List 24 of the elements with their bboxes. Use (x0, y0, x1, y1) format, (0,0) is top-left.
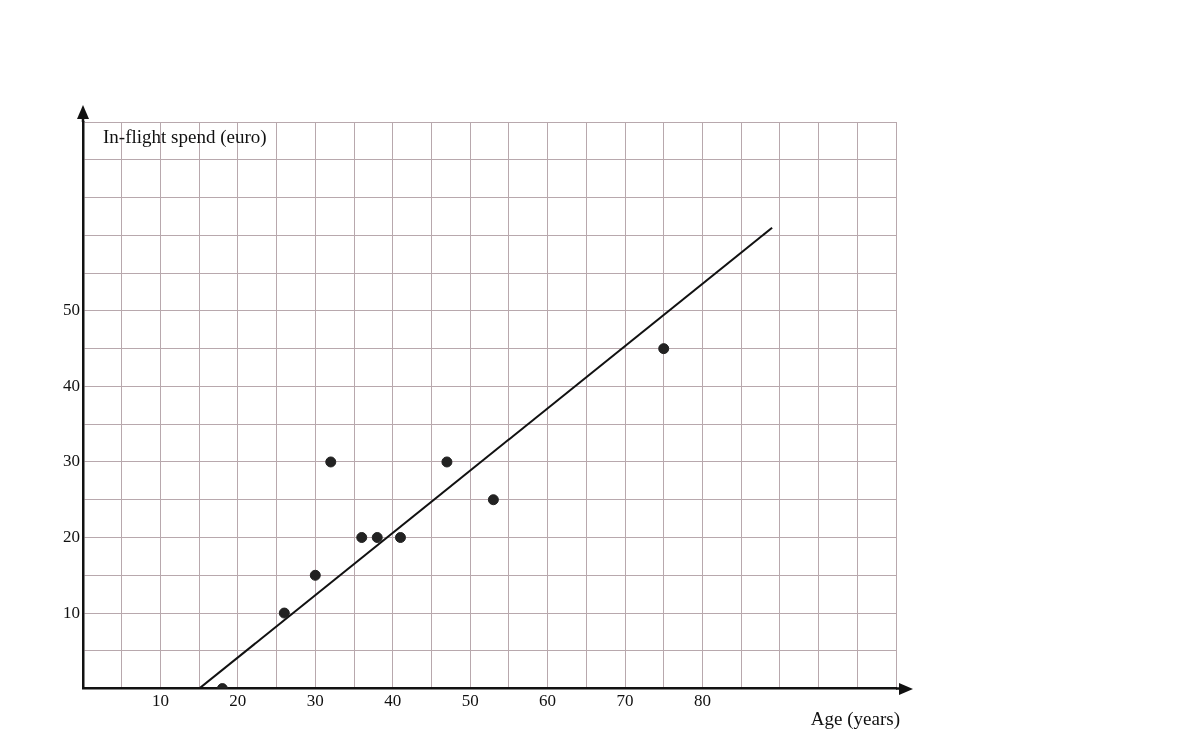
point (371, 532, 383, 544)
y-axis-title: In-flight spend (euro) (103, 125, 267, 148)
y-tick-label: 50 (63, 300, 80, 320)
y-tick-label: 10 (63, 602, 80, 622)
point (394, 532, 406, 544)
x-tick-label: 60 (539, 691, 557, 711)
point (487, 494, 499, 506)
x-tick-label: 10 (151, 691, 169, 711)
point (356, 532, 368, 544)
y-tick-label: 30 (63, 451, 80, 471)
point (309, 569, 321, 581)
y-tick-label: 40 (63, 375, 80, 395)
x-axis-title: Age (years) (810, 707, 900, 730)
y-tick-label: 20 (63, 526, 80, 546)
x-tick-label: 80 (693, 691, 711, 711)
x-tick-label: 70 (616, 691, 634, 711)
x-tick-label: 40 (384, 691, 402, 711)
x-tick-label: 50 (461, 691, 479, 711)
point (441, 456, 453, 468)
point (325, 456, 337, 468)
x-tick-label: 20 (229, 691, 247, 711)
point (658, 343, 670, 355)
x-tick-label: 30 (306, 691, 324, 711)
point (278, 607, 290, 619)
